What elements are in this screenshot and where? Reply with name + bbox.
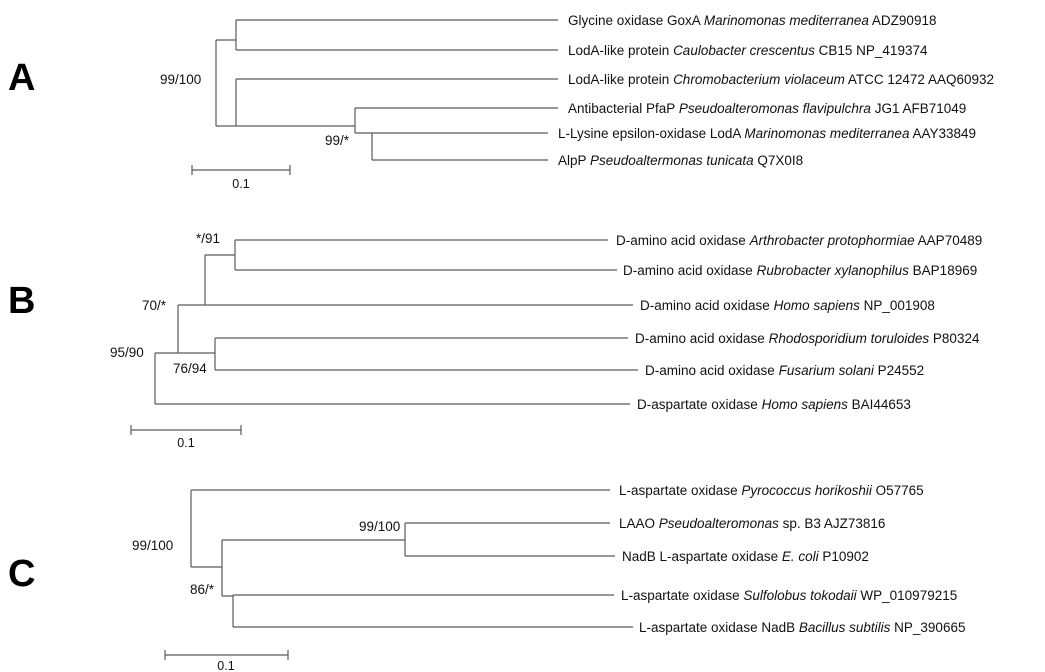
leaf-label: D-amino acid oxidase Rhodosporidium toru… (635, 331, 980, 346)
leaf-label: D-amino acid oxidase Rubrobacter xylanop… (623, 263, 977, 278)
leaf-label: Antibacterial PfaP Pseudoalteromonas fla… (568, 101, 966, 116)
leaf-label: L-aspartate oxidase Sulfolobus tokodaii … (621, 588, 957, 603)
panel-b-branches (154, 239, 638, 405)
leaf-label: D-amino acid oxidase Arthrobacter protop… (616, 233, 982, 248)
leaf-label: L-aspartate oxidase Pyrococcus horikoshi… (619, 483, 924, 498)
scale-bar: 0.1 (191, 165, 291, 191)
panel-a-branches (215, 19, 558, 161)
leaf-label: D-amino acid oxidase Fusarium solani P24… (645, 363, 924, 378)
panel-b: B D-amino acid oxidase Arthrobacter prot… (8, 231, 982, 450)
leaf-label: L-aspartate oxidase NadB Bacillus subtil… (639, 620, 965, 635)
bootstrap-support: 99/100 (359, 519, 400, 534)
bootstrap-support: 70/* (142, 298, 167, 313)
bootstrap-support: 99/* (325, 133, 350, 148)
leaf-label: AlpP Pseudoaltermonas tunicata Q7X0I8 (558, 153, 803, 168)
panel-a-letter: A (8, 57, 35, 99)
leaf-label: NadB L-aspartate oxidase E. coli P10902 (622, 549, 869, 564)
panel-c: C L-aspartate oxidase Pyrococcus horikos… (8, 483, 965, 672)
bootstrap-support: 76/94 (173, 361, 207, 376)
leaf-label: L-Lysine epsilon-oxidase LodA Marinomona… (558, 126, 976, 141)
bootstrap-support: 86/* (190, 582, 215, 597)
leaf-label: D-aspartate oxidase Homo sapiens BAI4465… (637, 397, 911, 412)
leaf-label: LodA-like protein Chromobacterium violac… (568, 72, 994, 87)
bootstrap-support: 95/90 (110, 345, 144, 360)
leaf-label: LAAO Pseudoalteromonas sp. B3 AJZ73816 (619, 516, 885, 531)
scale-bar: 0.1 (164, 650, 289, 672)
scale-bar-label: 0.1 (232, 177, 249, 191)
panel-c-branches (190, 489, 633, 628)
scale-bar-label: 0.1 (217, 659, 234, 672)
bootstrap-support: 99/100 (160, 72, 201, 87)
panel-b-letter: B (8, 280, 35, 322)
bootstrap-support: */91 (196, 231, 220, 246)
scale-bar-label: 0.1 (177, 436, 194, 450)
bootstrap-support: 99/100 (132, 538, 173, 553)
leaf-label: LodA-like protein Caulobacter crescentus… (568, 43, 928, 58)
leaf-label: Glycine oxidase GoxA Marinomonas mediter… (568, 13, 936, 28)
panel-c-letter: C (8, 553, 35, 595)
panel-a: A Glycine oxidase GoxA Marinomonas medit… (8, 13, 994, 191)
leaf-label: D-amino acid oxidase Homo sapiens NP_001… (640, 298, 935, 313)
scale-bar: 0.1 (130, 425, 242, 450)
